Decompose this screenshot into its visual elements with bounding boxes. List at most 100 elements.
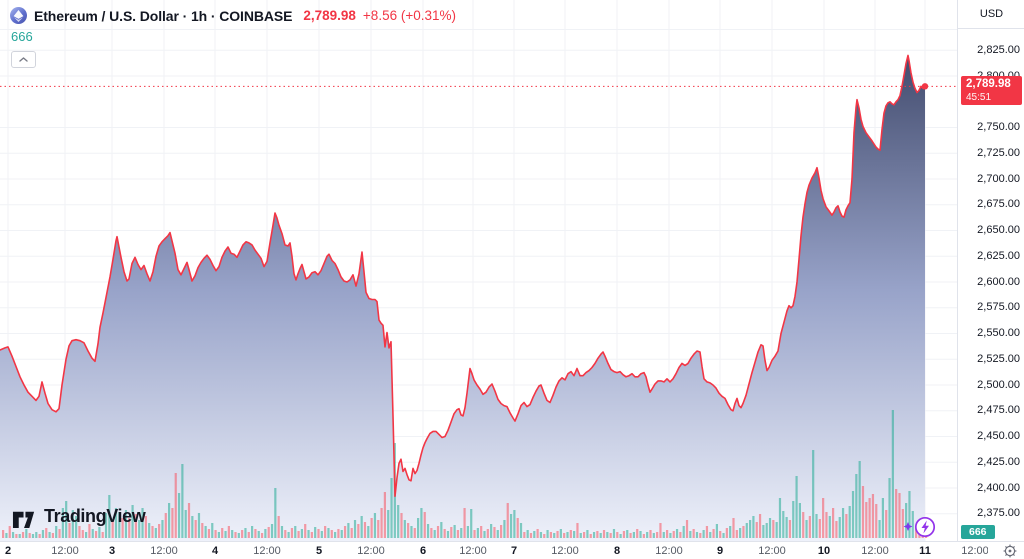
price-line-series [0, 54, 926, 497]
price-tick-label: 2,400.00 [977, 481, 1020, 494]
volume-bar [506, 503, 509, 538]
volume-bar [446, 531, 450, 538]
volume-bar [762, 525, 765, 538]
last-price-dot [921, 83, 929, 90]
current-price-badge: 2,789.98 45:51 [961, 76, 1022, 106]
volume-bar [785, 517, 788, 538]
volume-bar [878, 520, 881, 538]
volume-bar [529, 533, 533, 538]
indicator-legend[interactable]: 666 [11, 29, 33, 44]
volume-bar [300, 529, 303, 538]
volume-bar [75, 516, 78, 538]
volume-bar [503, 520, 506, 538]
volume-bar [41, 530, 45, 538]
volume-bar [21, 532, 25, 538]
volume-bar [583, 532, 586, 538]
volume-bar [85, 532, 88, 538]
volume-bar [174, 473, 177, 538]
volume-bar [433, 530, 436, 538]
volume-bar [486, 529, 489, 538]
time-tick-label: 5 [315, 545, 323, 557]
volume-bar [304, 524, 307, 538]
volume-bar [881, 498, 884, 538]
volume-bar [519, 523, 523, 538]
volume-bar [609, 533, 612, 538]
volume-bar [639, 531, 642, 538]
flash-order-button[interactable] [901, 514, 937, 545]
tradingview-logo-icon [12, 511, 35, 529]
legend: Ethereum / U.S. Dollar · 1h · COINBASE 2… [10, 7, 456, 68]
volume-bar [672, 531, 675, 538]
price-tick-label: 2,750.00 [977, 121, 1020, 133]
time-axis-settings-gear-icon[interactable] [1002, 543, 1018, 559]
price-tick-label: 2,625.00 [977, 249, 1020, 262]
volume-bar [895, 489, 898, 538]
volume-bar [765, 523, 768, 538]
time-tick-label: 12:00 [459, 545, 487, 557]
volume-bar [48, 532, 51, 538]
volume-bar [483, 531, 486, 538]
volume-bar [745, 523, 748, 538]
volume-bar [340, 530, 343, 538]
price-tick-label: 2,375.00 [977, 507, 1020, 520]
volume-bar [450, 527, 453, 538]
volume-bar [652, 533, 655, 538]
volume-bar [307, 530, 310, 538]
volume-bar [35, 532, 38, 538]
volume-bar [646, 532, 649, 538]
volume-bar [546, 530, 549, 538]
time-tick-label: 12:00 [758, 545, 786, 557]
volume-bar [141, 508, 144, 538]
volume-bar [297, 531, 300, 538]
volume-bar [526, 530, 529, 538]
volume-bar [403, 520, 406, 538]
volume-bar [493, 527, 496, 538]
volume-bar [566, 532, 569, 538]
volume-bar [865, 502, 868, 538]
time-tick-label: 11 [919, 545, 931, 557]
volume-bar [832, 508, 835, 538]
volume-bar [121, 518, 124, 538]
volume-bar [400, 513, 403, 538]
volume-bar [709, 532, 712, 538]
volume-bar [251, 526, 254, 538]
volume-bar [68, 523, 71, 538]
price-tick-label: 2,550.00 [977, 327, 1020, 339]
volume-bar [871, 494, 875, 538]
volume-bar [463, 508, 466, 538]
volume-bar [792, 501, 795, 538]
volume-bar [410, 526, 413, 538]
volume-bar [440, 522, 443, 538]
symbol-title[interactable]: Ethereum / U.S. Dollar · 1h · COINBASE [34, 7, 293, 24]
volume-bar [191, 516, 194, 538]
volume-bar [58, 529, 61, 538]
volume-bar [569, 530, 572, 538]
time-axis[interactable]: 2 12:00 3 12:00 4 12:00 5 12:00 6 12:00 7 12:00 8 12:… [0, 541, 1024, 559]
volume-bar [231, 530, 234, 538]
bar-countdown: 45:51 [966, 91, 992, 103]
volume-bar [134, 514, 137, 538]
volume-bar [343, 526, 347, 538]
volume-bar [812, 450, 815, 538]
volume-bar [290, 528, 294, 538]
tradingview-logo[interactable]: TradingView [12, 504, 146, 529]
volume-bar [599, 533, 602, 538]
collapse-legend-button[interactable] [11, 51, 36, 68]
volume-bar [632, 532, 635, 538]
time-tick-label: 12:00 [861, 545, 889, 557]
price-axis[interactable]: USD 2,825.002,800.002,750.002,725.002,70… [957, 0, 1024, 541]
price-tick-label: 2,825.00 [977, 43, 1020, 56]
volume-bar [397, 505, 400, 538]
volume-bar [224, 531, 227, 538]
currency-label[interactable]: USD [958, 0, 1024, 29]
volume-bar [898, 493, 901, 538]
volume-bar [749, 520, 752, 538]
volume-bar [629, 533, 632, 538]
volume-bar [480, 526, 483, 538]
volume-bar [901, 509, 904, 538]
volume-bar [131, 505, 134, 538]
volume-bar [523, 532, 526, 538]
volume-bar [128, 518, 131, 538]
price-tick-label: 2,475.00 [977, 404, 1020, 417]
